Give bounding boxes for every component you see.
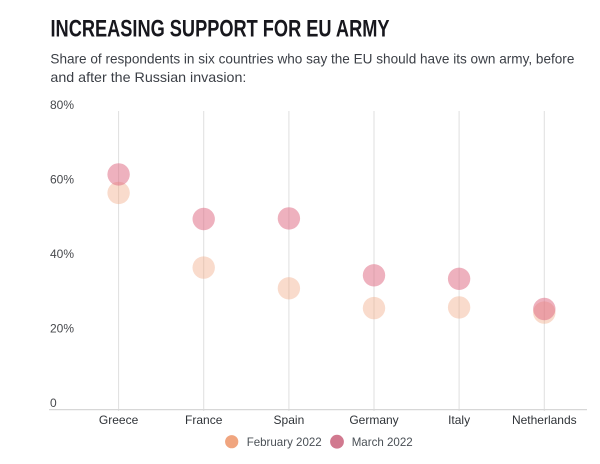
svg-text:0: 0	[50, 396, 57, 410]
svg-text:Greece: Greece	[99, 413, 139, 427]
svg-text:Netherlands: Netherlands	[512, 413, 577, 427]
svg-text:Italy: Italy	[448, 413, 470, 427]
svg-text:Spain: Spain	[274, 413, 305, 427]
svg-text:80%: 80%	[50, 98, 74, 112]
svg-text:March 2022: March 2022	[352, 435, 413, 449]
svg-text:Germany: Germany	[349, 413, 398, 427]
svg-text:and after the Russian invasion: and after the Russian invasion:	[50, 69, 246, 85]
svg-text:Share of respondents in six co: Share of respondents in six countries wh…	[50, 51, 574, 67]
svg-text:France: France	[185, 413, 223, 427]
svg-text:February 2022: February 2022	[247, 435, 322, 449]
svg-text:20%: 20%	[50, 322, 74, 336]
svg-text:60%: 60%	[50, 172, 74, 186]
svg-text:INCREASING SUPPORT FOR EU ARMY: INCREASING SUPPORT FOR EU ARMY	[51, 15, 390, 42]
svg-text:40%: 40%	[50, 247, 74, 261]
